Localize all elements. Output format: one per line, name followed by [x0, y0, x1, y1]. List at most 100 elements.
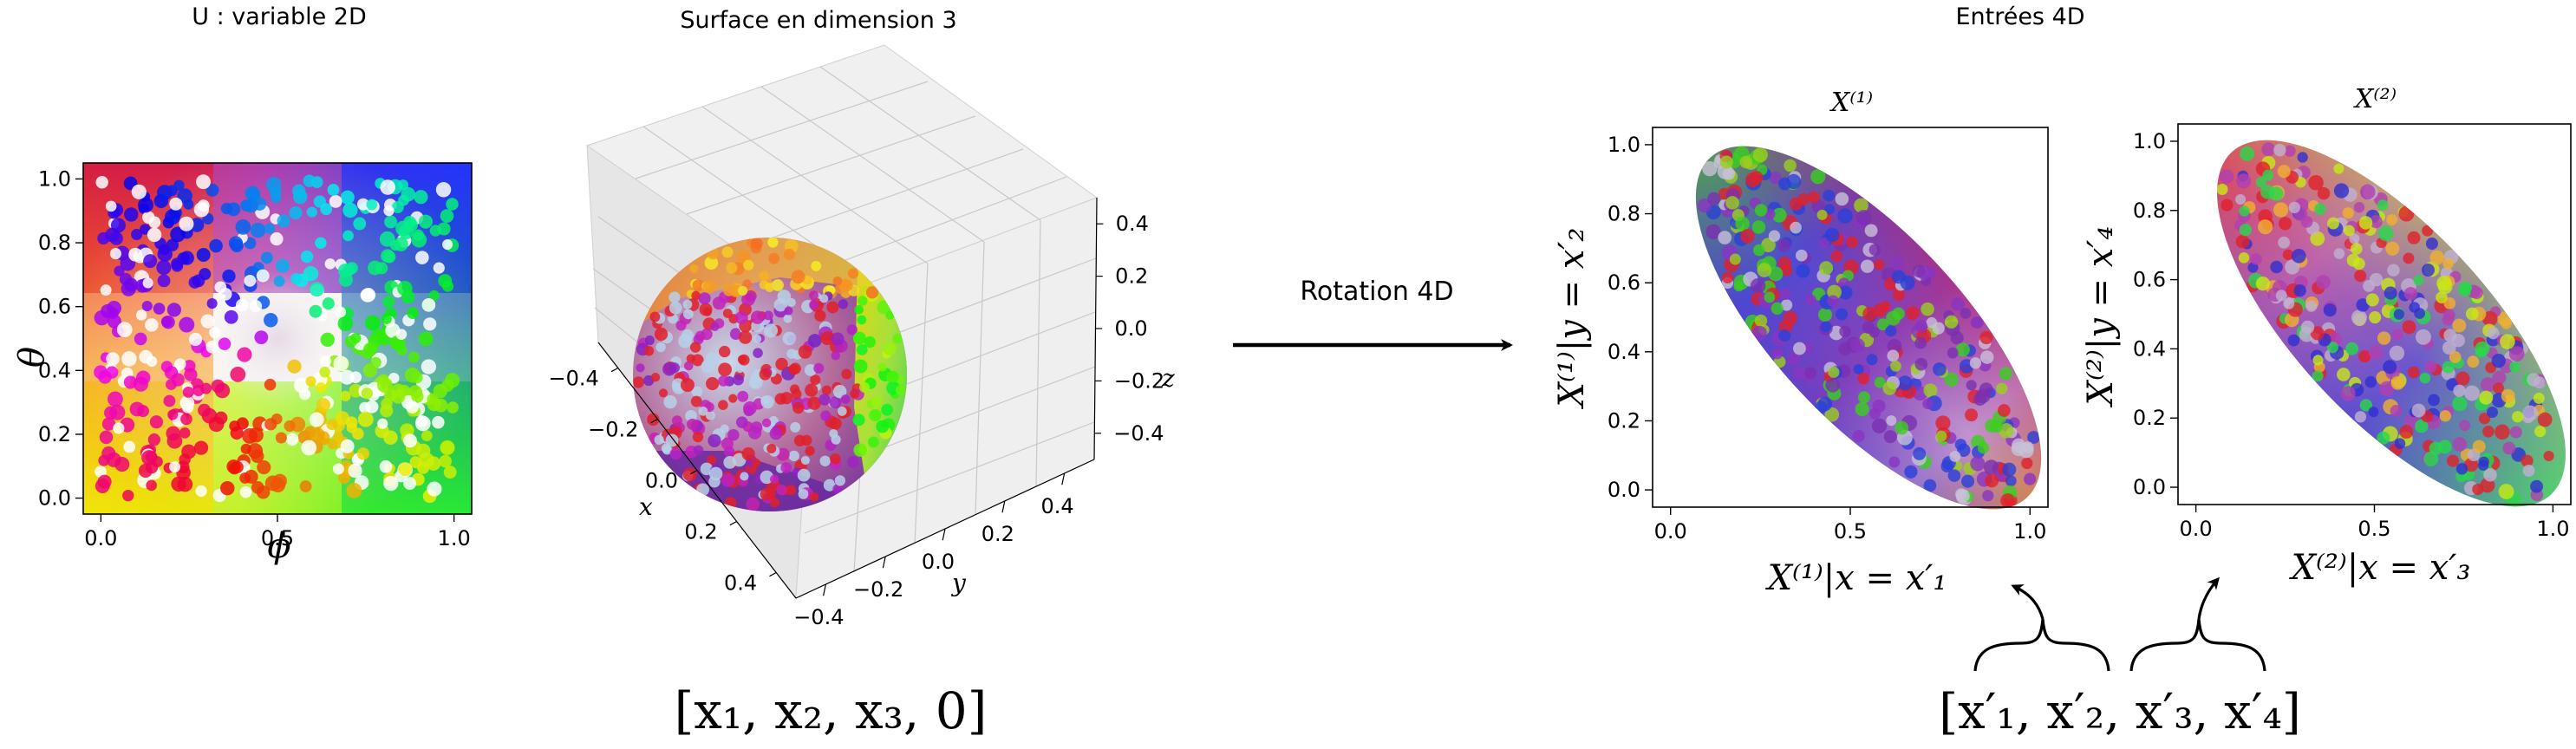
- sphere-point: [644, 335, 655, 346]
- x1-point: [1985, 419, 1999, 433]
- x2-point: [2407, 231, 2421, 244]
- sphere-point: [846, 324, 858, 335]
- u-scatter-point: [353, 217, 367, 231]
- u-scatter-point: [300, 250, 314, 264]
- u-scatter-point: [145, 318, 159, 332]
- sphere-point: [769, 427, 783, 440]
- u-scatter-point: [381, 313, 392, 324]
- u-scatter-point: [292, 184, 306, 198]
- sphere-point: [718, 362, 732, 377]
- x1-point: [1982, 490, 1994, 502]
- x2-point: [2475, 341, 2490, 356]
- u-scatter-point: [169, 461, 180, 473]
- u-scatter-point: [383, 205, 395, 217]
- u-scatter-point: [169, 197, 183, 211]
- u-scatter-point: [412, 229, 424, 241]
- sphere-point: [722, 309, 733, 318]
- x1-point: [1810, 169, 1826, 185]
- x1-point: [1852, 429, 1865, 443]
- x1-point: [1769, 171, 1782, 185]
- u-scatter-point: [220, 480, 235, 496]
- sphere-point: [813, 362, 825, 374]
- x1-point: [1947, 347, 1959, 359]
- x2-point: [2288, 201, 2300, 214]
- sphere-point: [643, 346, 655, 356]
- x1-point: [1857, 372, 1869, 385]
- x1-point: [1860, 259, 1875, 273]
- sphere-point: [682, 299, 693, 309]
- sphere-point: [869, 409, 882, 422]
- x2-point: [2247, 262, 2259, 273]
- sphere-point: [692, 431, 704, 443]
- x1-ylabel: X⁽¹⁾|y = x′₂: [1552, 228, 1592, 410]
- sphere-point: [701, 328, 713, 341]
- sphere-point: [718, 345, 731, 358]
- x2-point: [2333, 183, 2350, 199]
- u-scatter-point: [161, 315, 175, 329]
- x2-point: [2250, 253, 2262, 265]
- u-scatter-point: [439, 454, 452, 468]
- x2-ylabel: X⁽²⁾|y = x′₄: [2081, 226, 2121, 408]
- x1-point: [1745, 172, 1761, 188]
- x1-ellipse-cloud: [1641, 121, 2096, 537]
- x2-point: [2377, 199, 2389, 212]
- u-scatter-point: [143, 254, 158, 269]
- u-scatter-point: [322, 297, 335, 310]
- 3d-tick-label: 0.0: [645, 469, 678, 493]
- u-scatter-point: [440, 441, 453, 453]
- x2-point: [2349, 233, 2360, 244]
- x1-point: [1883, 430, 1897, 444]
- x2-point: [2359, 399, 2373, 412]
- u-scatter-point: [440, 209, 454, 223]
- sphere-point: [691, 290, 701, 301]
- x1-point: [1864, 224, 1878, 238]
- x1-point: [1830, 250, 1843, 263]
- 3d-tick: [1001, 500, 1006, 513]
- x2-point: [2255, 276, 2271, 291]
- sphere-point: [791, 270, 805, 284]
- x1-point: [1779, 288, 1791, 300]
- sphere-point: [727, 428, 740, 441]
- u-scatter-point: [123, 375, 138, 389]
- sphere-point: [895, 385, 906, 396]
- sphere-point: [826, 301, 839, 314]
- x1-point: [1837, 208, 1853, 224]
- sphere-point: [811, 260, 822, 271]
- x2-point: [2300, 320, 2315, 335]
- sphere-point: [750, 238, 763, 250]
- u-scatter-point: [303, 174, 316, 187]
- vector-x123-label: [x₁, x₂, x₃, 0]: [675, 681, 988, 740]
- sphere-point: [650, 373, 661, 382]
- x1-point: [1771, 207, 1787, 223]
- x1-point: [1836, 308, 1849, 321]
- x2-point: [2323, 303, 2337, 317]
- x2-point: [2472, 440, 2486, 453]
- x1-point: [1787, 352, 1801, 367]
- sphere-point: [769, 498, 780, 508]
- u-axis-ticks: 0.0 0.5 1.0 0.0 0.2 0.4 0.6 0.8 1.0: [38, 166, 471, 550]
- sphere-point: [804, 363, 817, 376]
- sphere-point: [636, 363, 645, 373]
- x1-point: [1923, 383, 1938, 398]
- u-scatter-point: [193, 202, 210, 218]
- x2-point: [2449, 351, 2462, 363]
- x2-point: [2509, 361, 2521, 373]
- x2-point: [2479, 390, 2494, 405]
- panel-3d-surface: −0.4 −0.2 0.0 0.2 0.4 −0.4 −0.2 0.0 0.2 0.4 0.4 0.2…: [549, 44, 1175, 740]
- x1-ytick-label: 0.8: [1608, 202, 1640, 226]
- panel-x1: X⁽¹⁾ 0.0 0.5 1.0 0.0 0.2 0.4 0.6 0.8 1.0 X⁽¹⁾|y …: [1552, 88, 2096, 598]
- u-scatter-point: [275, 258, 290, 273]
- u-scatter-point: [97, 231, 110, 245]
- u-ytick-label: 0.2: [38, 422, 71, 446]
- u-scatter-point: [333, 355, 349, 372]
- sphere-point: [721, 246, 734, 258]
- sphere-point: [743, 259, 754, 270]
- x2-point: [2442, 257, 2454, 270]
- u-scatter-point: [362, 342, 378, 357]
- x2-point: [2337, 368, 2351, 381]
- u-scatter-point: [379, 231, 395, 247]
- x2-xtick-label: 0.5: [2358, 517, 2390, 541]
- u-scatter-point: [421, 298, 436, 312]
- x2-point: [2407, 366, 2420, 379]
- x2-point: [2278, 236, 2291, 249]
